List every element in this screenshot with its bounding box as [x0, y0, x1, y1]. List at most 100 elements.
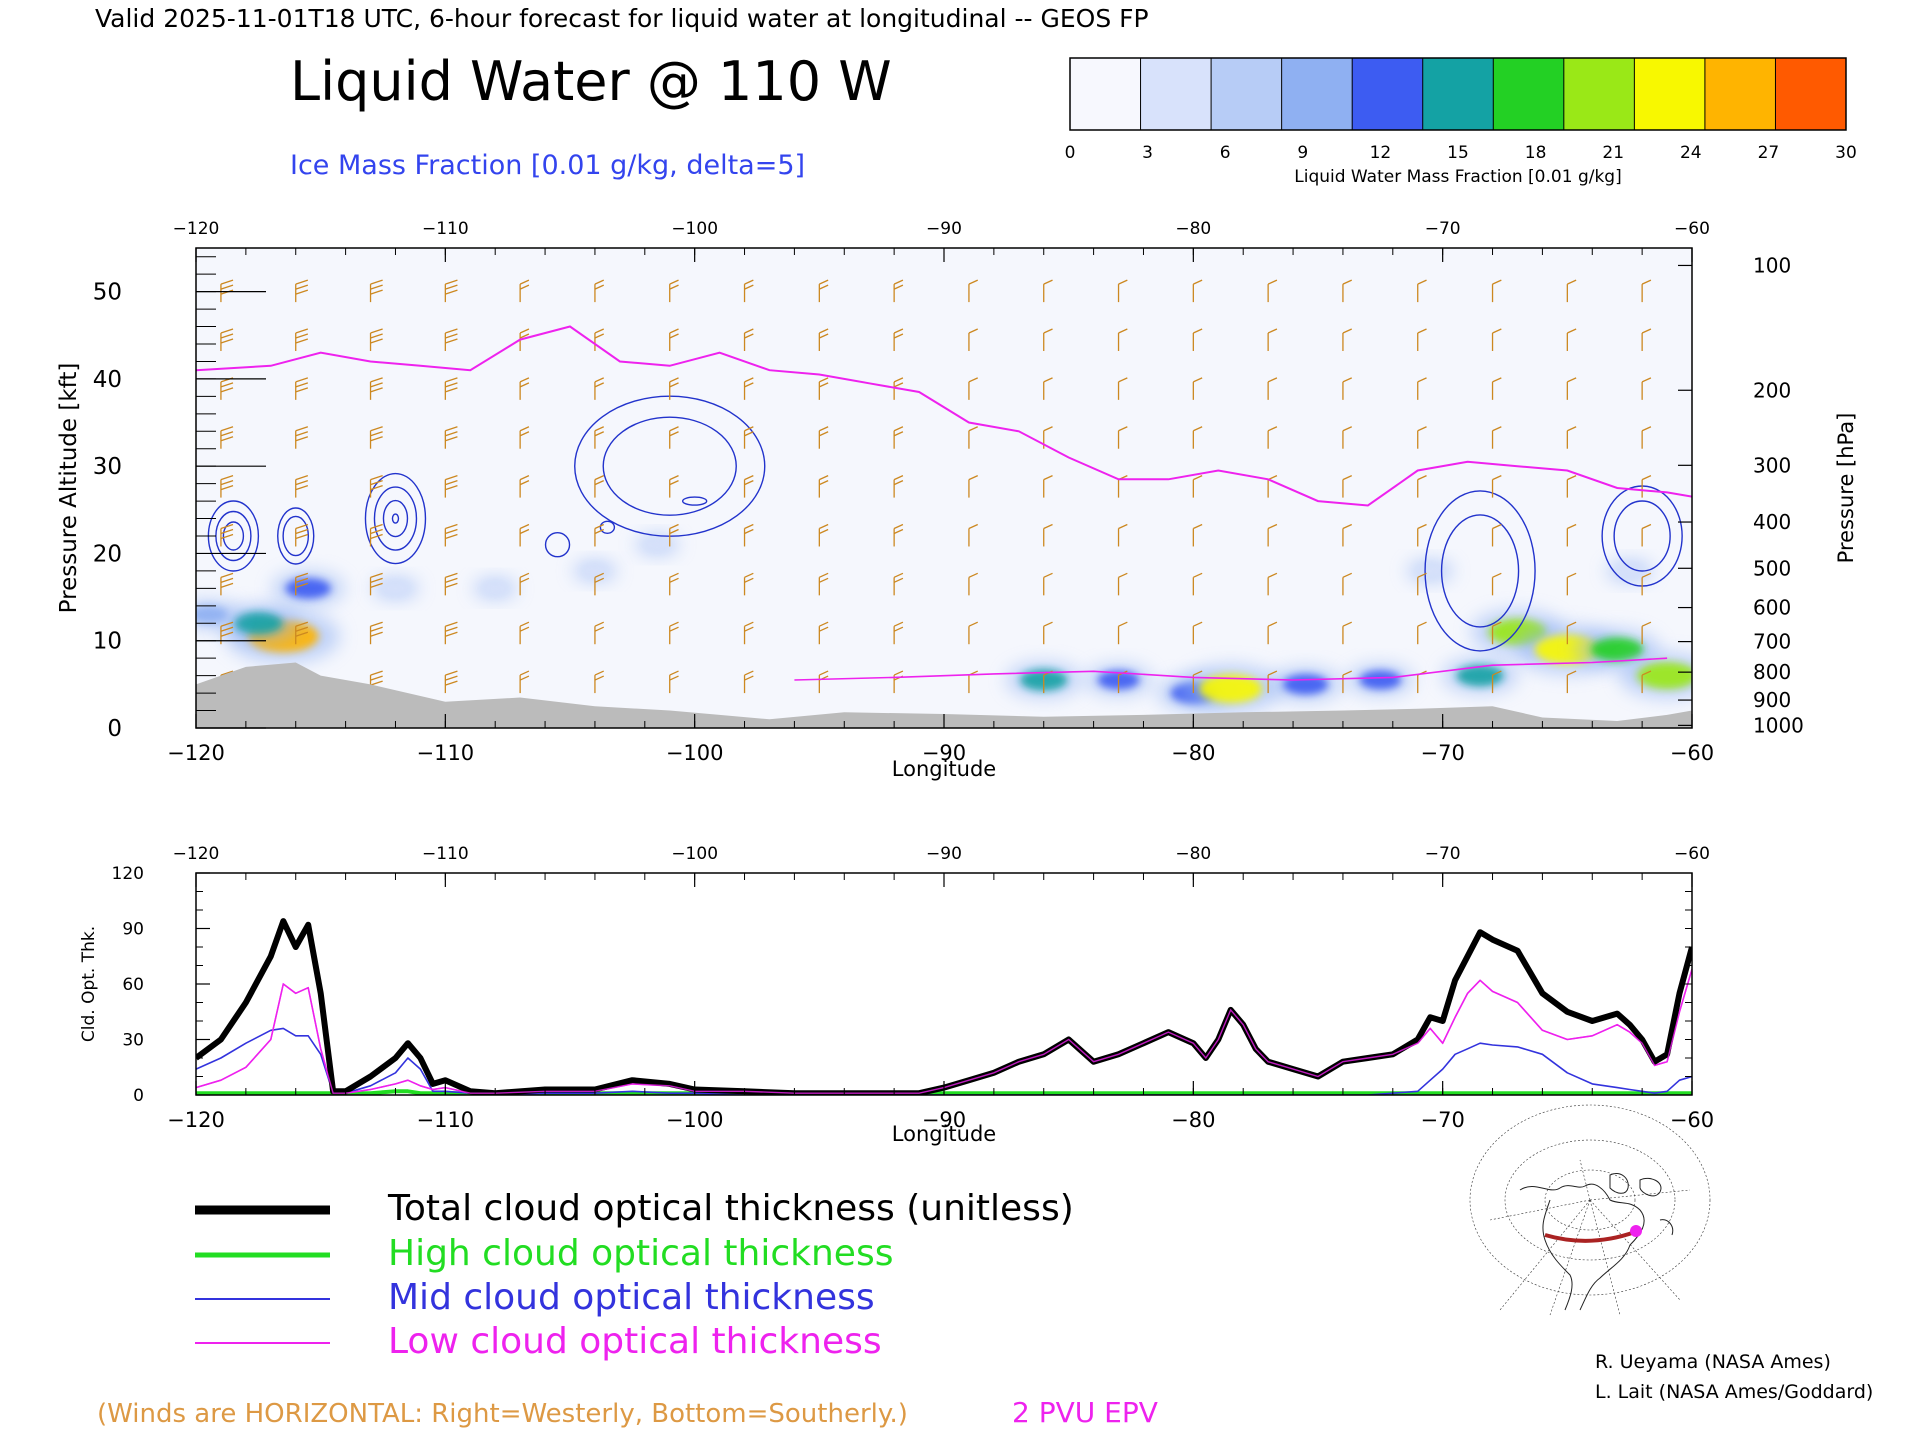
wind-barb [1342, 621, 1353, 645]
wind-barb [1566, 279, 1577, 303]
liquid-water-blob [1615, 564, 1645, 578]
wind-barb [295, 474, 309, 498]
ice-contour [364, 472, 427, 565]
liquid-water-blob [643, 538, 671, 551]
wind-barb [1641, 475, 1652, 498]
x-tick-label-top: −110 [422, 219, 469, 239]
x-tick-label: −60 [1670, 1108, 1714, 1132]
wind-barb [220, 474, 234, 498]
wind-barb [1641, 377, 1652, 400]
colorbar-cell [1634, 58, 1706, 130]
liquid-water-blob [285, 578, 331, 599]
colorbar-tick-label: 24 [1680, 143, 1702, 163]
bottom-panel: −120 −120 −110 −110 −100 −100 −90 −90 −80 −80 −70 −… [79, 844, 1714, 1146]
wind-barb [893, 279, 904, 303]
x-tick-label: −120 [167, 741, 225, 765]
x-tick-label-top: −60 [1674, 219, 1710, 239]
wind-barb [1417, 426, 1427, 449]
bottom-panel-background [196, 873, 1692, 1095]
wind-barb [295, 279, 309, 303]
ice-contour [277, 507, 315, 565]
x-tick-label: −100 [666, 1108, 724, 1132]
wind-barb [594, 621, 605, 645]
wind-barb [1491, 475, 1502, 498]
wind-barb [369, 279, 383, 303]
x-tick-label: −70 [1421, 1108, 1465, 1132]
y-tick-label: 90 [122, 920, 144, 940]
wind-barb [444, 670, 458, 694]
pressure-tick-label: 700 [1753, 630, 1791, 654]
high-cot-line [196, 1089, 1692, 1095]
wind-barb [1491, 328, 1502, 351]
bottom-ylabel: Cld. Opt. Thk. [79, 926, 99, 1042]
pressure-tick-label: 500 [1753, 556, 1791, 580]
wind-barb [968, 621, 979, 645]
x-tick-label: −80 [1171, 1108, 1215, 1132]
pressure-tick-label: 400 [1753, 510, 1791, 534]
wind-barb [669, 328, 679, 351]
pressure-tick-label: 600 [1753, 596, 1791, 620]
wind-barb [743, 523, 754, 547]
wind-barb [743, 377, 754, 400]
wind-barb [444, 377, 458, 400]
wind-barb [594, 377, 605, 400]
wind-barb [1267, 426, 1278, 449]
y-tick-label: 10 [93, 629, 122, 655]
ice-contour [544, 532, 571, 558]
wind-barb [220, 426, 234, 449]
wind-barb [1192, 328, 1203, 351]
colorbar-tick-label: 30 [1835, 143, 1857, 163]
wind-barb [1641, 426, 1652, 449]
wind-barb [444, 621, 458, 645]
liquid-water-blob [1359, 670, 1402, 690]
wind-barb [1641, 328, 1652, 351]
colorbar-cell [1493, 58, 1565, 130]
wind-barb [594, 475, 605, 498]
x-tick-label-top: −70 [1425, 844, 1461, 864]
wind-barb [1566, 523, 1577, 547]
wind-barb [669, 426, 679, 449]
ice-contour [373, 486, 418, 551]
colorbar-cell [1281, 58, 1353, 130]
wind-barb [1043, 279, 1053, 303]
wind-barb [669, 377, 679, 400]
y-tick-label: 30 [122, 1031, 144, 1051]
terrain [196, 662, 1692, 728]
bottom-xlabel: Longitude [892, 1122, 996, 1146]
liquid-water-blob [196, 605, 228, 624]
winds-note: (Winds are HORIZONTAL: Right=Westerly, B… [97, 1399, 908, 1429]
optical-thickness-lines [196, 918, 1692, 1095]
page-title: Liquid Water @ 110 W [290, 50, 892, 113]
wind-barb [594, 426, 605, 449]
wind-barb [220, 377, 234, 400]
x-tick-label: −110 [416, 741, 474, 765]
colorbar-tick-label: 6 [1220, 143, 1231, 163]
locator-map [1469, 1104, 1711, 1316]
epv-low-line [794, 657, 1668, 681]
colorbar-tick-label: 9 [1297, 143, 1308, 163]
wind-barb [1342, 377, 1353, 400]
wind-barb [1117, 572, 1128, 596]
wind-barb [743, 426, 754, 449]
x-tick-label-top: −80 [1175, 219, 1211, 239]
wind-barb [1192, 426, 1203, 449]
wind-barb [519, 377, 530, 400]
wind-barb [1491, 279, 1502, 303]
wind-barb [1566, 621, 1577, 645]
wind-barb [1267, 328, 1278, 351]
pressure-tick-label: 300 [1753, 453, 1791, 477]
x-tick-label: −90 [922, 741, 966, 765]
bottom-axes: −120 −120 −110 −110 −100 −100 −90 −90 −80 −80 −70 −… [112, 844, 1715, 1132]
legend-label-high: High cloud optical thickness [388, 1233, 893, 1274]
colorbar-cell [1140, 58, 1212, 130]
wind-barb [1043, 475, 1053, 498]
wind-barb [594, 523, 605, 547]
ice-contour [681, 496, 708, 506]
top-panel-background [196, 248, 1692, 728]
wind-barb [220, 572, 234, 596]
wind-barb [818, 523, 829, 547]
liquid-water-blob [380, 581, 410, 595]
wind-barb [1491, 377, 1502, 400]
colorbar-ticks: 0 3 6 9 12 15 18 21 24 27 30 [1065, 143, 1857, 163]
